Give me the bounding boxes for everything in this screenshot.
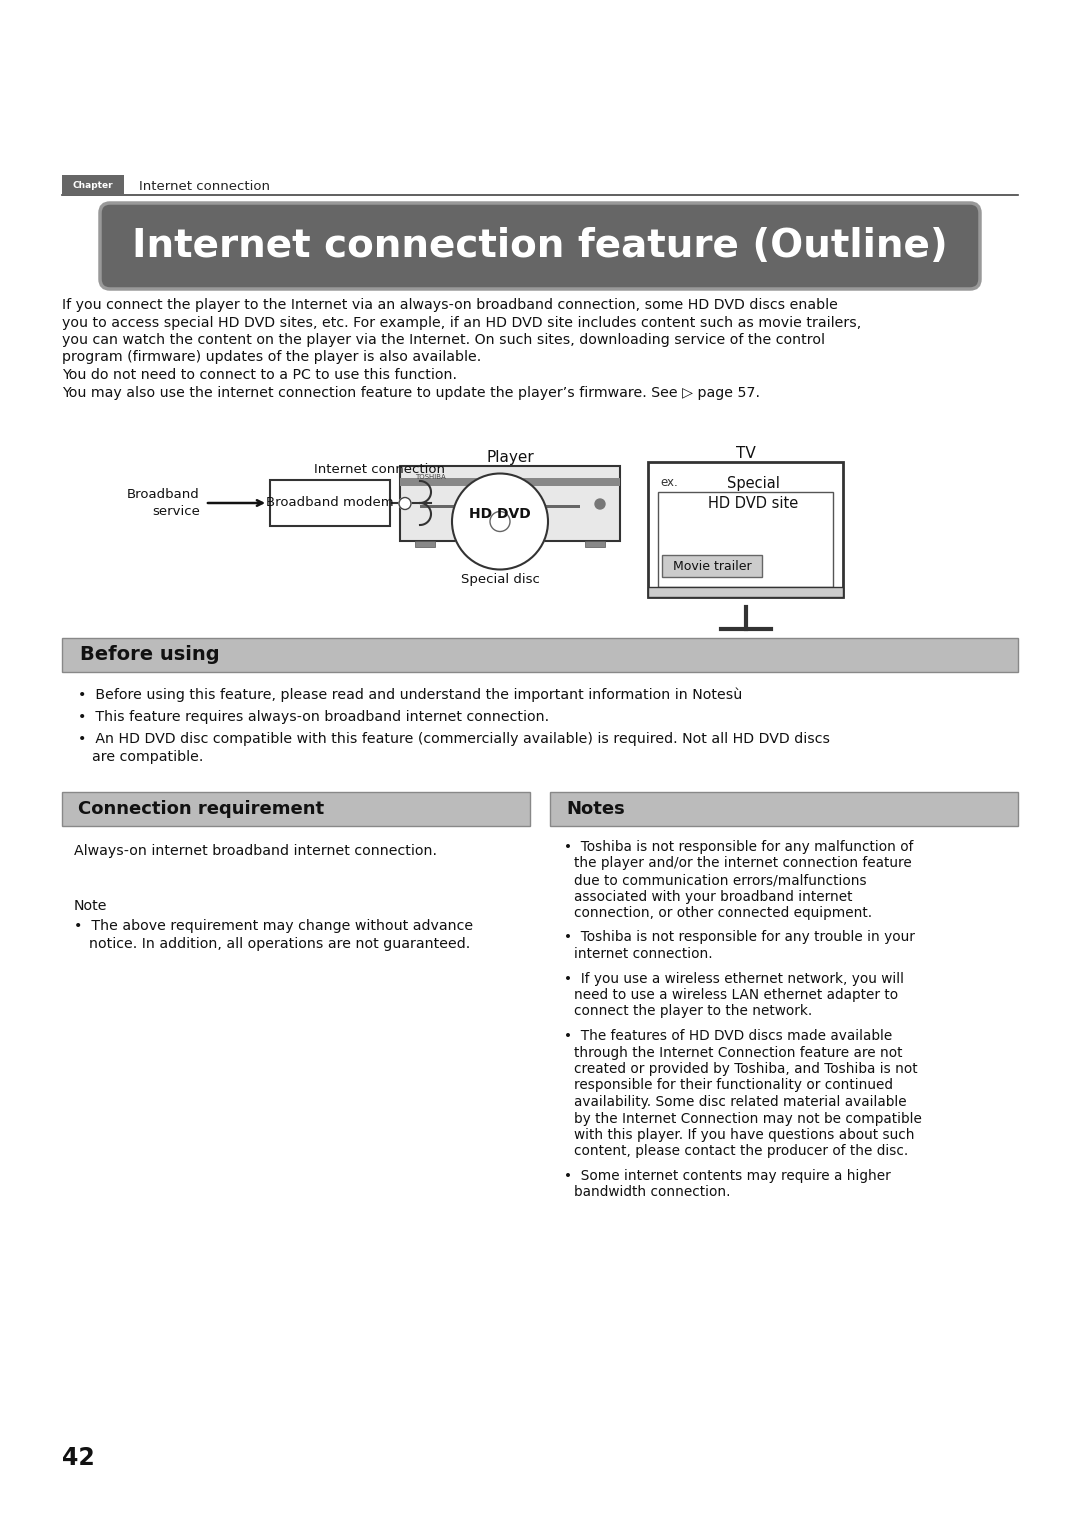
Circle shape (399, 498, 411, 509)
Text: •  The features of HD DVD discs made available: • The features of HD DVD discs made avai… (564, 1028, 892, 1044)
Bar (62, 792, 530, 827)
Text: You do not need to connect to a PC to use this function.: You do not need to connect to a PC to us… (62, 368, 457, 382)
Text: connect the player to the network.: connect the player to the network. (573, 1004, 812, 1019)
Text: Notes: Notes (566, 801, 624, 817)
Text: •  An HD DVD disc compatible with this feature (commercially available) is requi: • An HD DVD disc compatible with this fe… (78, 732, 831, 746)
Bar (662, 555, 762, 578)
Text: •  Toshiba is not responsible for any trouble in your: • Toshiba is not responsible for any tro… (564, 931, 915, 944)
Text: If you connect the player to the Internet via an always-on broadband connection,: If you connect the player to the Interne… (62, 298, 838, 312)
Text: ex.: ex. (660, 477, 678, 489)
Text: •  This feature requires always-on broadband internet connection.: • This feature requires always-on broadb… (78, 711, 549, 724)
Text: HD DVD: HD DVD (469, 506, 531, 521)
Text: are compatible.: are compatible. (92, 750, 203, 764)
Text: Special
HD DVD site: Special HD DVD site (708, 477, 798, 510)
Bar (648, 587, 843, 597)
Text: internet connection.: internet connection. (573, 947, 713, 961)
Text: Movie trailer: Movie trailer (673, 559, 752, 573)
Text: Internet connection feature (Outline): Internet connection feature (Outline) (132, 228, 948, 264)
Text: Special disc: Special disc (460, 573, 539, 585)
Text: TV: TV (735, 446, 755, 461)
Text: Internet connection: Internet connection (314, 463, 446, 477)
Bar (270, 480, 390, 526)
FancyBboxPatch shape (100, 203, 980, 289)
Bar (420, 504, 580, 507)
Text: due to communication errors/malfunctions: due to communication errors/malfunctions (573, 872, 866, 886)
Circle shape (595, 500, 605, 509)
Text: You may also use the internet connection feature to update the player’s firmware: You may also use the internet connection… (62, 385, 760, 399)
Text: •  Before using this feature, please read and understand the important informati: • Before using this feature, please read… (78, 688, 742, 703)
Text: by the Internet Connection may not be compatible: by the Internet Connection may not be co… (573, 1111, 922, 1126)
Text: 42: 42 (62, 1445, 95, 1470)
Bar (400, 466, 620, 541)
Text: you can watch the content on the player via the Internet. On such sites, downloa: you can watch the content on the player … (62, 333, 825, 347)
Text: need to use a wireless LAN ethernet adapter to: need to use a wireless LAN ethernet adap… (573, 989, 899, 1002)
Circle shape (490, 512, 510, 532)
Text: through the Internet Connection feature are not: through the Internet Connection feature … (573, 1045, 903, 1059)
Text: Player: Player (486, 451, 534, 465)
Text: created or provided by Toshiba, and Toshiba is not: created or provided by Toshiba, and Tosh… (573, 1062, 918, 1076)
Text: program (firmware) updates of the player is also available.: program (firmware) updates of the player… (62, 350, 482, 365)
Text: connection, or other connected equipment.: connection, or other connected equipment… (573, 906, 873, 920)
Text: Broadband
service: Broadband service (127, 487, 200, 518)
Bar (550, 792, 1018, 827)
Text: content, please contact the producer of the disc.: content, please contact the producer of … (573, 1144, 908, 1158)
Text: associated with your broadband internet: associated with your broadband internet (573, 889, 852, 903)
Bar (62, 639, 1018, 672)
Text: responsible for their functionality or continued: responsible for their functionality or c… (573, 1079, 893, 1093)
Text: Note: Note (75, 898, 108, 914)
Text: TOSHIBA: TOSHIBA (415, 474, 446, 480)
Text: you to access special HD DVD sites, etc. For example, if an HD DVD site includes: you to access special HD DVD sites, etc.… (62, 315, 861, 330)
Text: Broadband modem: Broadband modem (266, 497, 394, 509)
Bar (648, 461, 843, 597)
Text: with this player. If you have questions about such: with this player. If you have questions … (573, 1128, 915, 1141)
Text: notice. In addition, all operations are not guaranteed.: notice. In addition, all operations are … (89, 937, 470, 950)
Bar (415, 541, 435, 547)
Text: •  If you use a wireless ethernet network, you will: • If you use a wireless ethernet network… (564, 972, 904, 986)
Text: •  Toshiba is not responsible for any malfunction of: • Toshiba is not responsible for any mal… (564, 840, 914, 854)
Bar (658, 492, 833, 587)
Text: •  The above requirement may change without advance: • The above requirement may change witho… (75, 918, 473, 934)
Text: Connection requirement: Connection requirement (78, 801, 324, 817)
Text: Before using: Before using (80, 645, 219, 665)
Text: Internet connection: Internet connection (139, 179, 270, 193)
Text: the player and/or the internet connection feature: the player and/or the internet connectio… (573, 857, 912, 871)
Bar (585, 541, 605, 547)
Bar (400, 478, 620, 486)
Text: availability. Some disc related material available: availability. Some disc related material… (573, 1096, 906, 1109)
Circle shape (453, 474, 548, 570)
Text: Always-on internet broadband internet connection.: Always-on internet broadband internet co… (75, 843, 437, 859)
Text: bandwidth connection.: bandwidth connection. (573, 1186, 730, 1199)
Text: Chapter: Chapter (72, 182, 113, 191)
Bar (62, 176, 124, 196)
Text: •  Some internet contents may require a higher: • Some internet contents may require a h… (564, 1169, 891, 1183)
